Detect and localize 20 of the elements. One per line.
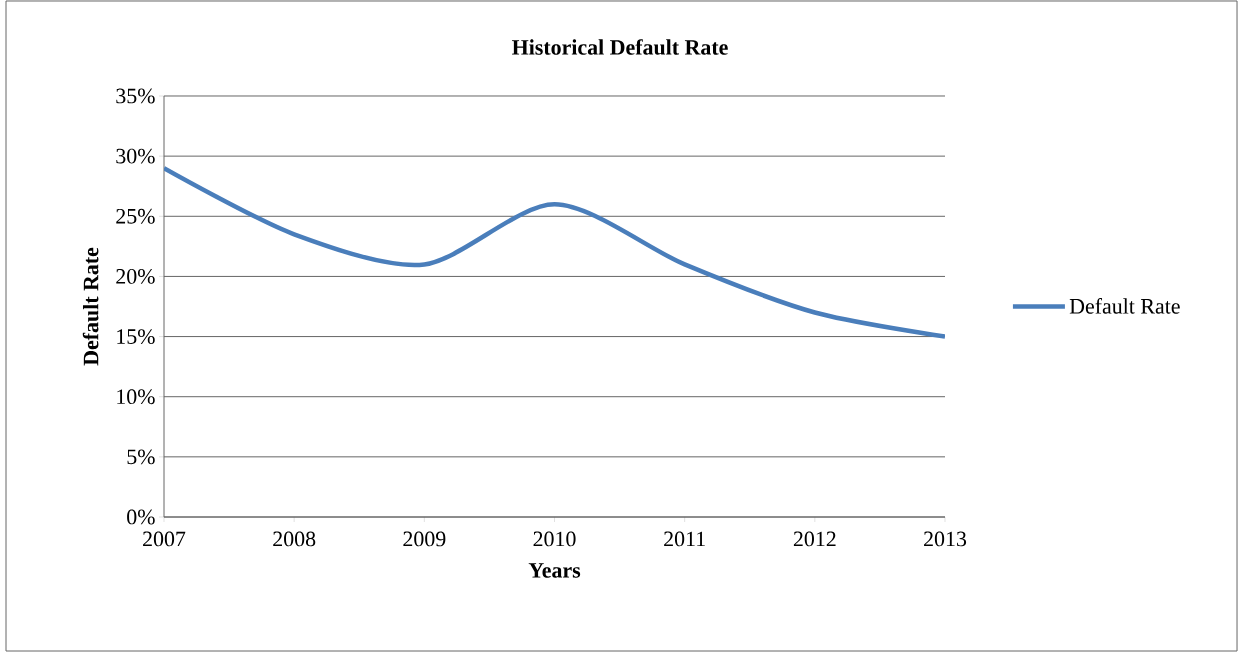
x-tick-label: 2011 bbox=[664, 531, 705, 547]
legend-label: Default Rate bbox=[1069, 298, 1180, 314]
y-tick-label: 30% bbox=[116, 148, 155, 164]
x-tick-label: 2013 bbox=[924, 531, 967, 547]
x-axis-title: Years bbox=[528, 563, 581, 578]
y-tick-label: 10% bbox=[117, 389, 155, 405]
y-tick-label: 0% bbox=[127, 509, 155, 525]
y-axis-title: Default Rate bbox=[82, 247, 99, 366]
y-tick-label: 25% bbox=[116, 208, 155, 224]
x-tick-label: 2010 bbox=[533, 531, 576, 547]
y-tick-label: 5% bbox=[127, 449, 155, 465]
y-tick-label: 15% bbox=[117, 329, 155, 344]
chart-title: Historical Default Rate bbox=[512, 39, 728, 55]
x-tick-label: 2008 bbox=[273, 531, 316, 547]
line-series bbox=[164, 165, 945, 339]
x-tick-label: 2009 bbox=[403, 531, 446, 547]
x-tick-label: 2012 bbox=[793, 531, 836, 547]
y-tick-label: 20% bbox=[116, 268, 155, 284]
x-tick-label: 2007 bbox=[143, 531, 186, 547]
y-tick-label: 35% bbox=[116, 88, 155, 104]
